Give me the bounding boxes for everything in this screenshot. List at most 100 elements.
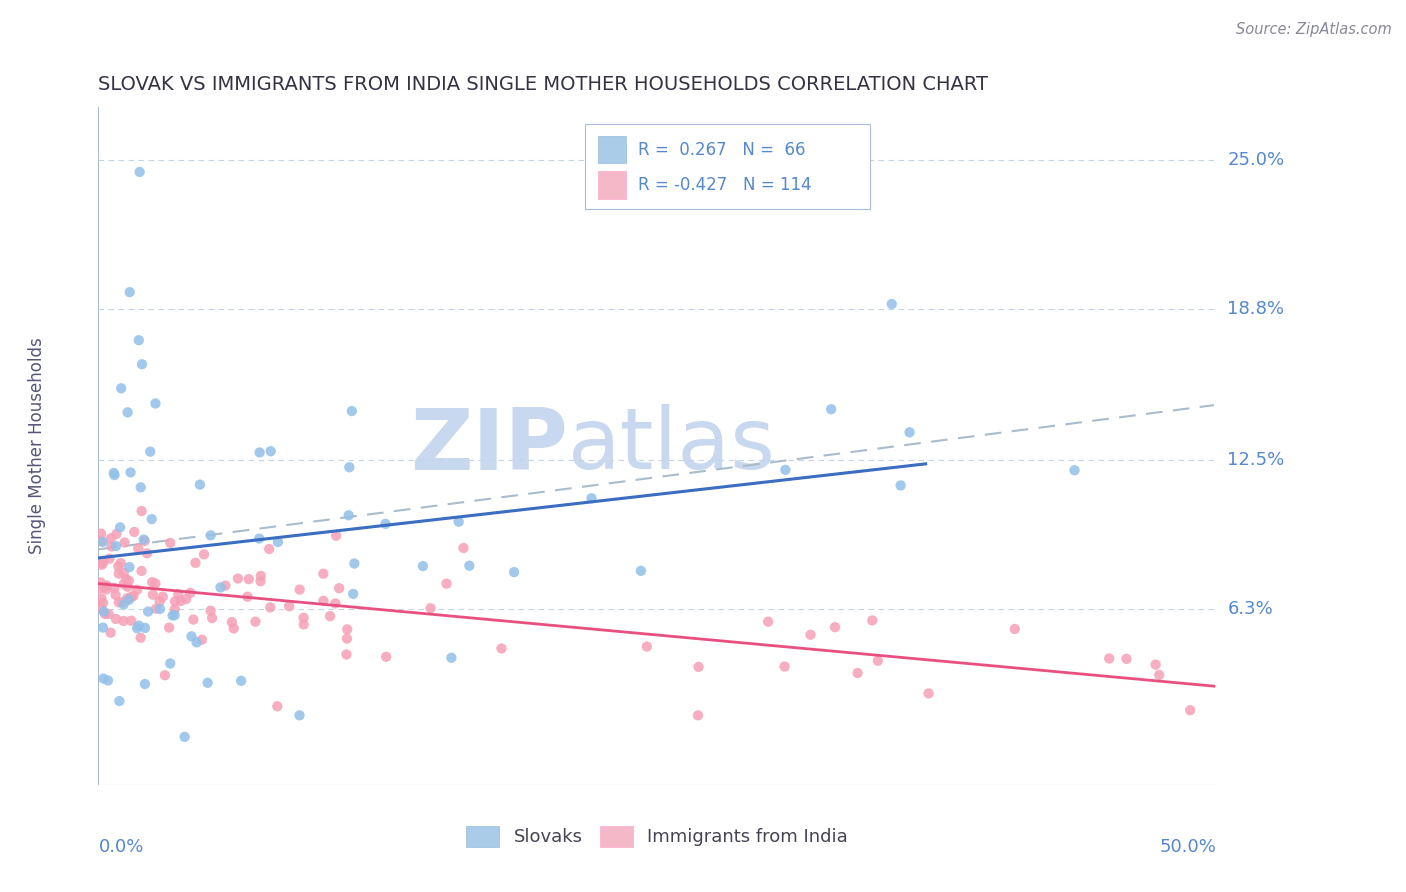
Legend: Slovaks, Immigrants from India: Slovaks, Immigrants from India	[460, 819, 855, 854]
Text: R = -0.427   N = 114: R = -0.427 N = 114	[638, 176, 811, 194]
Point	[866, 654, 889, 668]
Point	[335, 648, 357, 662]
Point	[374, 516, 396, 531]
Point	[96, 582, 118, 597]
Point	[184, 556, 207, 570]
Point	[1115, 652, 1137, 666]
Point	[257, 541, 280, 556]
Point	[103, 466, 125, 480]
Point	[128, 333, 150, 347]
Point	[127, 541, 149, 556]
Point	[336, 623, 359, 637]
Point	[820, 402, 842, 417]
Point	[120, 590, 142, 604]
Point	[222, 622, 245, 636]
Text: R =  0.267   N =  66: R = 0.267 N = 66	[638, 141, 806, 159]
Point	[112, 598, 135, 612]
Point	[97, 673, 120, 688]
Point	[288, 582, 311, 597]
Point	[1063, 463, 1085, 477]
Point	[436, 576, 458, 591]
Point	[159, 536, 181, 550]
Point	[503, 565, 526, 579]
Point	[93, 605, 115, 619]
Point	[90, 582, 112, 596]
Point	[231, 673, 253, 688]
Point	[110, 381, 132, 395]
Point	[93, 672, 115, 686]
Point	[236, 590, 259, 604]
Point	[91, 596, 114, 610]
Point	[319, 609, 342, 624]
Point	[122, 524, 145, 539]
Point	[94, 607, 117, 621]
Point	[259, 600, 281, 615]
Point	[328, 581, 350, 595]
Point	[90, 526, 112, 541]
Point	[152, 590, 174, 604]
Point	[197, 675, 219, 690]
Point	[447, 515, 470, 529]
Point	[131, 357, 153, 371]
Point	[118, 285, 141, 300]
Text: SLOVAK VS IMMIGRANTS FROM INDIA SINGLE MOTHER HOUSEHOLDS CORRELATION CHART: SLOVAK VS IMMIGRANTS FROM INDIA SINGLE M…	[98, 75, 988, 95]
Text: 6.3%: 6.3%	[1227, 600, 1272, 618]
Point	[112, 577, 135, 591]
Point	[91, 621, 114, 635]
Point	[292, 611, 315, 625]
Point	[170, 594, 193, 608]
Point	[111, 595, 134, 609]
Point	[288, 708, 311, 723]
Point	[96, 578, 118, 592]
Point	[114, 535, 136, 549]
Point	[214, 579, 236, 593]
Point	[149, 602, 172, 616]
Point	[312, 566, 335, 581]
Point	[1144, 657, 1167, 672]
Point	[898, 425, 921, 440]
Point	[312, 594, 335, 608]
Point	[917, 686, 939, 700]
Point	[756, 615, 779, 629]
Text: Source: ZipAtlas.com: Source: ZipAtlas.com	[1236, 22, 1392, 37]
Point	[458, 558, 481, 573]
Point	[162, 608, 184, 623]
Point	[267, 535, 290, 549]
Point	[799, 628, 821, 642]
Point	[340, 404, 363, 418]
Point	[142, 588, 165, 602]
Bar	[598, 136, 626, 163]
Point	[773, 659, 796, 673]
Point	[104, 588, 127, 602]
Point	[108, 595, 131, 609]
Point	[193, 548, 215, 562]
Point	[1098, 651, 1121, 665]
Point	[157, 621, 180, 635]
Point	[122, 589, 145, 603]
Point	[636, 640, 658, 654]
Point	[846, 666, 869, 681]
Point	[412, 559, 434, 574]
Point	[249, 574, 271, 589]
Point	[104, 539, 127, 553]
Point	[179, 586, 201, 600]
Point	[163, 608, 186, 623]
Point	[105, 527, 128, 541]
Point	[186, 635, 208, 649]
Point	[134, 533, 156, 548]
Point	[342, 587, 364, 601]
Point	[129, 480, 152, 494]
Point	[118, 592, 141, 607]
Point	[120, 466, 142, 480]
Text: 0.0%: 0.0%	[98, 838, 143, 855]
Point	[880, 297, 903, 311]
Point	[100, 625, 122, 640]
Point	[91, 535, 114, 549]
Point	[128, 618, 150, 632]
Bar	[598, 171, 626, 199]
Text: 50.0%: 50.0%	[1160, 838, 1216, 855]
Point	[117, 580, 139, 594]
Point	[163, 602, 186, 616]
Point	[103, 581, 125, 595]
Point	[108, 520, 131, 534]
